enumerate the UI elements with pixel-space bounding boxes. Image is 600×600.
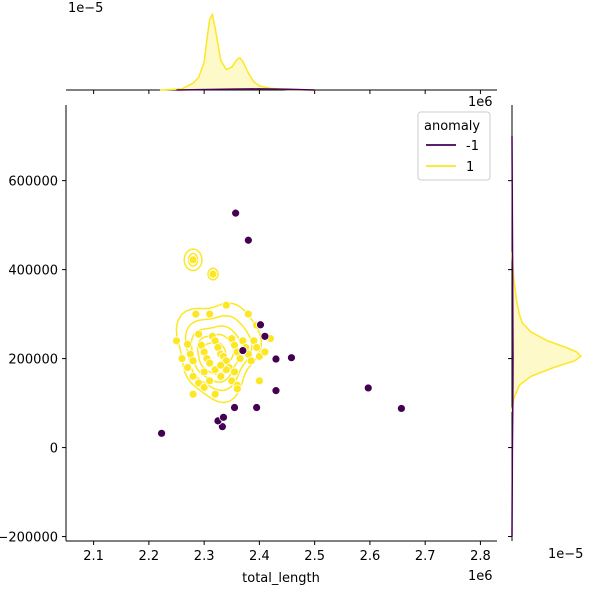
normal-point	[232, 384, 242, 394]
x-tick-label: 2.8	[470, 549, 491, 564]
right-kde-fill	[512, 251, 581, 412]
right-kde-line	[511, 136, 514, 537]
normal-point	[188, 356, 198, 366]
x-tick-label: 2.3	[194, 549, 215, 564]
main-scatter-plot: 2.1 2.2 2.3 2.4 2.5 2.6 2.7 2.8 −200000 0 200000 40…	[0, 105, 497, 564]
normal-point	[260, 347, 270, 357]
normal-point	[221, 300, 231, 310]
legend: anomaly -1 1	[417, 111, 491, 181]
normal-point	[208, 269, 218, 279]
normal-point	[188, 255, 198, 265]
normal-point	[194, 329, 204, 339]
top-marginal-offset-label: 1e−5	[68, 1, 103, 16]
anomaly-point	[219, 412, 228, 422]
normal-point	[205, 358, 215, 368]
anomaly-point	[397, 404, 406, 413]
x-tick-label: 2.7	[415, 549, 436, 564]
top-kde-line	[176, 88, 315, 91]
normal-point	[243, 309, 253, 319]
kde-contour	[183, 248, 203, 272]
normal-point	[183, 363, 192, 372]
normal-point	[254, 376, 264, 386]
x-tick-label: 2.1	[83, 549, 104, 564]
normal-point	[205, 376, 215, 386]
normal-point	[191, 309, 201, 319]
anomaly-point	[287, 353, 296, 363]
scatter-points	[157, 208, 406, 438]
legend-label-neg1: -1	[466, 139, 479, 154]
x-tick-label: 2.2	[139, 549, 160, 564]
anomaly-point	[157, 428, 166, 438]
anomaly-point	[363, 383, 373, 393]
y-tick-label: 0	[50, 442, 58, 457]
top-kde-line	[159, 12, 315, 91]
y-tick-label: 200000	[8, 353, 58, 368]
normal-point	[210, 389, 220, 399]
anomaly-point	[256, 320, 265, 330]
anomaly-point	[252, 403, 262, 412]
anomaly-point	[238, 346, 248, 355]
kde-contour	[207, 267, 219, 281]
normal-point	[199, 367, 209, 377]
anomaly-point	[243, 235, 253, 245]
normal-point	[199, 383, 209, 392]
anomaly-point	[260, 331, 270, 341]
anomaly-point	[271, 354, 281, 364]
normal-point	[216, 360, 226, 370]
legend-box	[417, 111, 491, 181]
normal-point	[252, 343, 262, 352]
legend-label-1: 1	[466, 160, 474, 175]
normal-point	[205, 309, 215, 319]
normal-point	[172, 336, 181, 346]
x-axis-label: total_length	[242, 571, 320, 586]
y-tick-label: 400000	[8, 264, 58, 279]
anomaly-point	[230, 403, 239, 412]
x-tick-label: 2.5	[304, 549, 325, 564]
top-marginal-corner-label: 1e6	[468, 95, 493, 110]
anomaly-point	[217, 422, 227, 432]
normal-point	[216, 371, 226, 381]
normal-point	[235, 354, 245, 363]
right-marginal-kde	[508, 105, 582, 541]
normal-point	[230, 367, 239, 377]
y-tick-label: 600000	[8, 175, 58, 190]
y-tick-label: −200000	[0, 531, 58, 546]
x-offset-label: 1e6	[468, 569, 493, 584]
right-marginal-offset-label: 1e−5	[548, 547, 583, 562]
main-axes: 2.1 2.2 2.3 2.4 2.5 2.6 2.7 2.8 −200000 0 200000 40…	[0, 105, 497, 564]
anomaly-point	[231, 208, 241, 218]
x-tick-label: 2.4	[249, 549, 270, 564]
anomaly-point	[271, 386, 281, 396]
right-kde-line	[511, 251, 582, 413]
normal-point	[177, 354, 187, 363]
top-marginal-kde	[66, 12, 497, 94]
normal-point	[188, 371, 198, 381]
legend-title: anomaly	[424, 119, 480, 134]
normal-point	[183, 339, 192, 349]
normal-point	[188, 389, 198, 399]
top-kde-fill	[159, 14, 315, 91]
normal-point	[246, 356, 256, 366]
x-tick-label: 2.6	[360, 549, 381, 564]
